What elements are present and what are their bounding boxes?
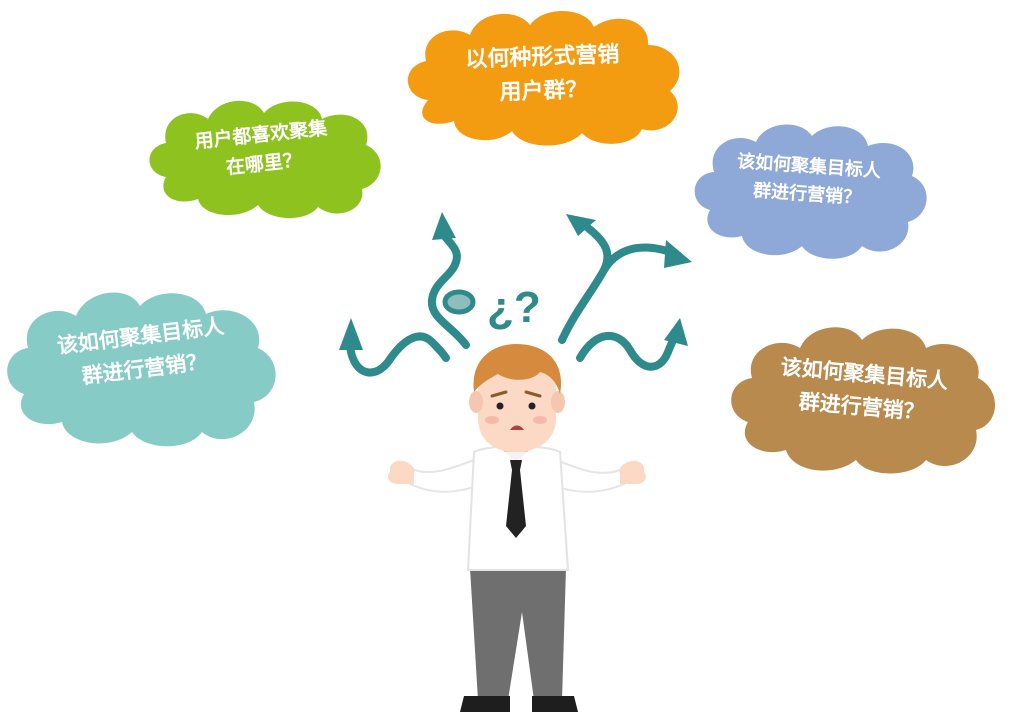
pants <box>470 568 566 700</box>
arrow-head-icon <box>432 212 456 240</box>
arrow-loop-icon <box>442 289 476 315</box>
left-eye <box>496 402 504 410</box>
head <box>478 352 556 452</box>
left-arm <box>408 458 478 493</box>
cloud-icon <box>407 10 680 146</box>
cloud-shape <box>7 292 276 447</box>
cloud-shape <box>694 124 927 259</box>
left-shoe <box>460 696 510 712</box>
curved-arrow-icon <box>346 332 450 377</box>
tie <box>506 460 526 538</box>
right-shoe <box>532 696 578 712</box>
arrow-head-icon <box>566 214 596 236</box>
hair <box>473 344 562 394</box>
mouth <box>510 425 524 430</box>
right-ear <box>551 391 565 413</box>
arrow-head-icon <box>339 318 363 350</box>
right-eye <box>528 402 536 410</box>
question-mark-text: ¿? <box>487 283 541 332</box>
cloud-icon <box>731 327 996 474</box>
arrow-head-icon <box>664 240 692 268</box>
thought-bubble-brown: 该如何聚集目标人 群进行营销？ <box>722 318 1004 478</box>
right-arm <box>555 458 626 493</box>
cloud-icon <box>149 100 381 219</box>
right-eyebrow <box>524 390 542 398</box>
right-hand <box>620 460 646 484</box>
thought-bubble-orange: 以何种形式营销 用户群？ <box>398 5 688 146</box>
left-ear <box>469 391 483 413</box>
thought-bubble-teal: 该如何聚集目标人 群进行营销？ <box>0 282 285 452</box>
left-eyebrow <box>490 390 508 398</box>
left-cheek <box>485 416 499 424</box>
cloud-icon <box>7 292 276 447</box>
cloud-shape <box>407 10 680 146</box>
thought-bubble-green: 用户都喜欢聚集 在哪里？ <box>140 95 385 220</box>
left-hand <box>388 460 414 484</box>
cloud-shape <box>149 100 381 219</box>
thought-bubble-blue: 该如何聚集目标人 群进行营销？ <box>688 118 928 263</box>
curved-arrow-icon <box>427 231 470 349</box>
right-cheek <box>533 416 547 424</box>
cloud-icon <box>694 124 927 259</box>
arrow-head-icon <box>664 318 688 346</box>
cloud-shape <box>731 327 996 474</box>
